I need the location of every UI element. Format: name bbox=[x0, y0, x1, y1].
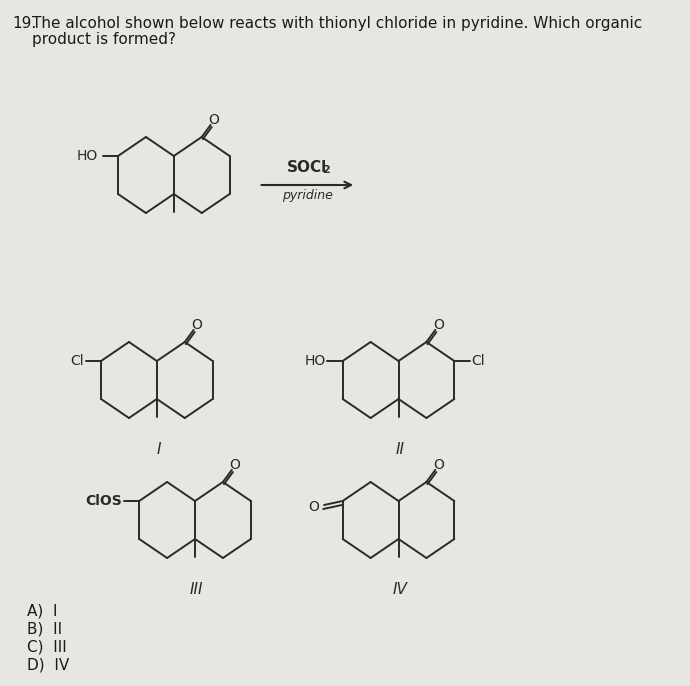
Text: D)  IV: D) IV bbox=[27, 658, 70, 673]
Text: A)  I: A) I bbox=[27, 604, 58, 619]
Text: HO: HO bbox=[77, 149, 98, 163]
Text: Cl: Cl bbox=[70, 354, 84, 368]
Text: Cl: Cl bbox=[471, 354, 485, 368]
Text: O: O bbox=[308, 500, 319, 514]
Text: 19.: 19. bbox=[12, 16, 36, 31]
Text: O: O bbox=[192, 318, 202, 333]
Text: product is formed?: product is formed? bbox=[32, 32, 176, 47]
Text: ClOS: ClOS bbox=[86, 494, 122, 508]
Text: B)  II: B) II bbox=[27, 622, 62, 637]
Text: 2: 2 bbox=[322, 165, 330, 175]
Text: O: O bbox=[433, 458, 444, 473]
Text: IV: IV bbox=[393, 582, 408, 597]
Text: SOCl: SOCl bbox=[287, 160, 328, 175]
Text: II: II bbox=[395, 442, 405, 457]
Text: C)  III: C) III bbox=[27, 640, 67, 655]
Text: III: III bbox=[190, 582, 204, 597]
Text: HO: HO bbox=[304, 354, 326, 368]
Text: O: O bbox=[433, 318, 444, 333]
Text: pyridine: pyridine bbox=[282, 189, 333, 202]
Text: I: I bbox=[157, 442, 161, 457]
Text: O: O bbox=[230, 458, 241, 473]
Text: O: O bbox=[208, 113, 219, 128]
Text: The alcohol shown below reacts with thionyl chloride in pyridine. Which organic: The alcohol shown below reacts with thio… bbox=[32, 16, 642, 31]
